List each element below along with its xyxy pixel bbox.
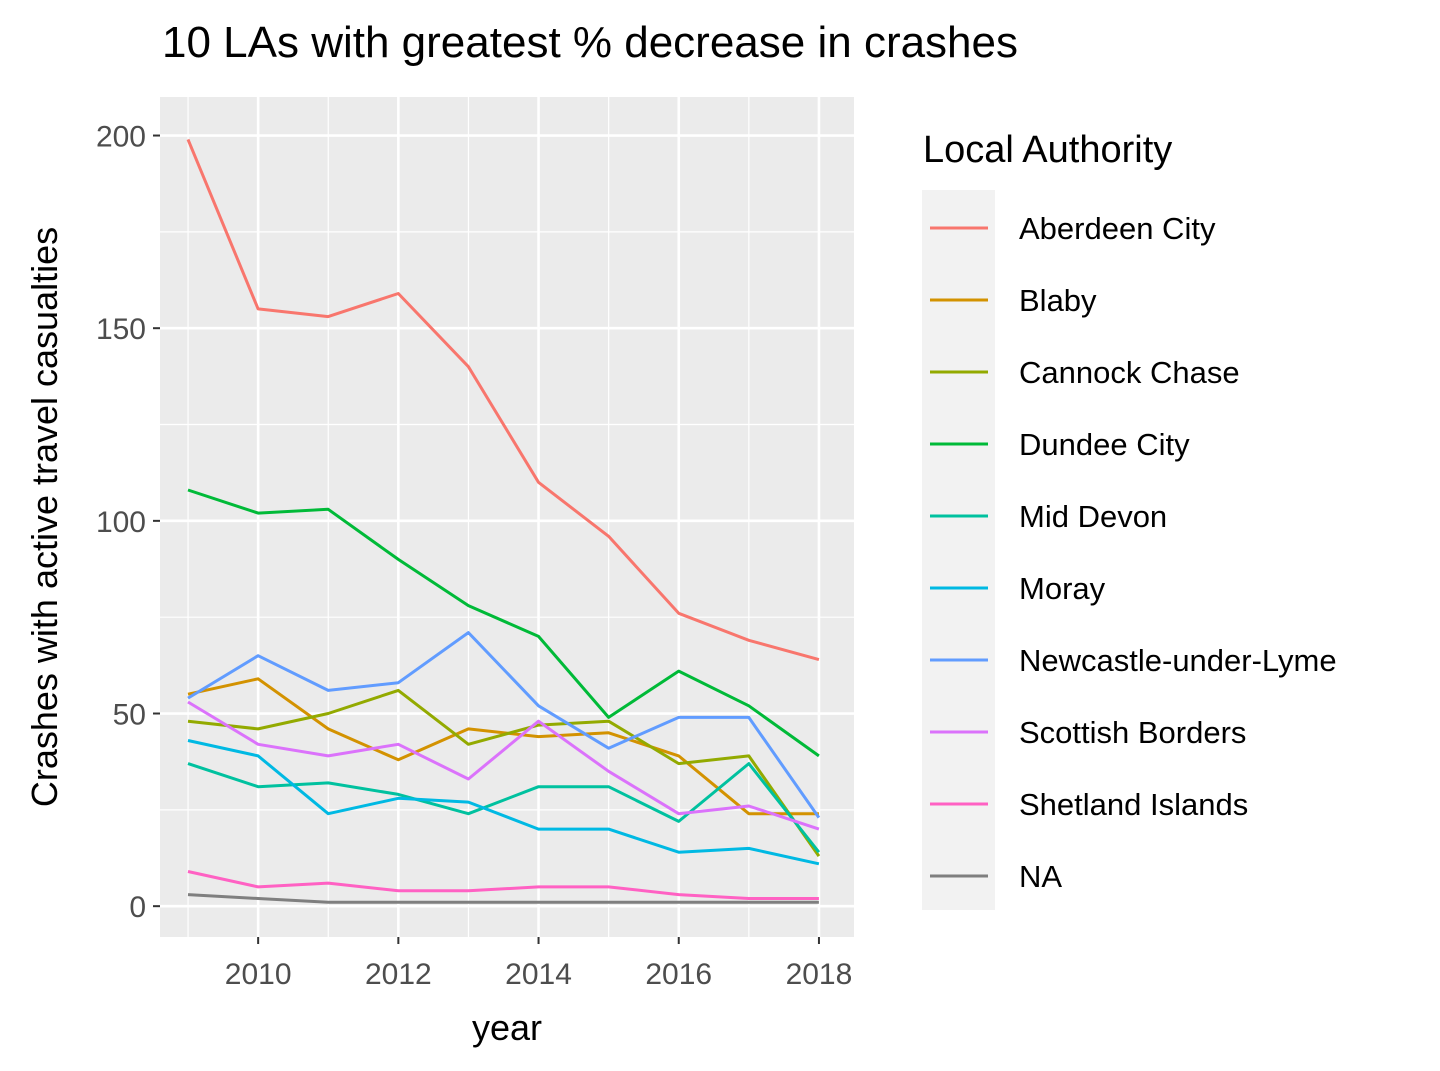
x-tick-label: 2014: [505, 958, 572, 991]
axis-tick-labels: 2010 2012 2014 2016 2018 0 50 100 150 200: [96, 121, 852, 991]
y-tick-label: 50: [113, 699, 146, 732]
x-axis-title: year: [472, 1007, 542, 1048]
y-tick-label: 200: [96, 121, 146, 154]
legend-label: NA: [1019, 859, 1062, 894]
series-line-dundee-city: [187, 488, 820, 758]
legend: Local Authority Aberdeen City Blaby Cannoc…: [922, 129, 1337, 910]
y-axis-title: Crashes with active travel casualties: [24, 227, 65, 807]
legend-label: Shetland Islands: [1019, 787, 1248, 822]
legend-label: Mid Devon: [1019, 499, 1167, 534]
chart-title: 10 LAs with greatest % decrease in crash…: [162, 18, 1019, 67]
series-line-newcastle-under-lyme: [187, 631, 821, 819]
minor-gridlines: [160, 97, 854, 937]
legend-title: Local Authority: [923, 129, 1172, 171]
axis-ticks: [153, 134, 820, 944]
legend-label: Scottish Borders: [1019, 715, 1246, 750]
x-tick-label: 2010: [225, 958, 292, 991]
legend-label: Blaby: [1019, 283, 1097, 318]
legend-label: Cannock Chase: [1019, 355, 1240, 390]
x-tick-label: 2012: [365, 958, 432, 991]
series-line-blaby: [187, 677, 819, 816]
plot-panel: [160, 97, 854, 937]
series-lines: [186, 138, 821, 904]
legend-key-background: [922, 190, 995, 910]
legend-label: Dundee City: [1019, 427, 1190, 462]
y-tick-label: 100: [96, 506, 146, 539]
series-line-shetland-islands: [187, 870, 819, 900]
series-line-scottish-borders: [187, 700, 820, 831]
x-tick-label: 2018: [786, 958, 853, 991]
legend-label: Moray: [1019, 571, 1106, 606]
series-line-aberdeen-city: [186, 138, 820, 662]
x-tick-label: 2016: [645, 958, 712, 991]
legend-items: Aberdeen City Blaby Cannock Chase Dundee Ci…: [930, 211, 1337, 894]
y-tick-label: 0: [129, 891, 146, 924]
y-tick-label: 150: [96, 313, 146, 346]
series-line-cannock-chase: [187, 688, 821, 857]
series-line-moray: [187, 739, 820, 866]
series-line-na: [187, 893, 819, 904]
legend-label: Aberdeen City: [1019, 211, 1216, 246]
legend-label: Newcastle-under-Lyme: [1019, 643, 1337, 678]
